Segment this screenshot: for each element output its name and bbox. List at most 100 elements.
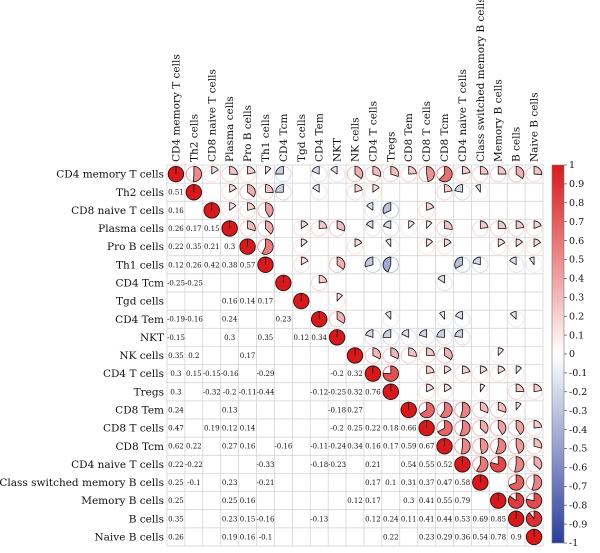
correlation-value: 0.29 xyxy=(437,533,453,541)
column-label: Pro B cells xyxy=(242,105,254,162)
correlation-pie xyxy=(497,165,507,175)
correlation-value: 0.42 xyxy=(204,261,220,269)
correlation-pie xyxy=(300,238,308,248)
correlation-pie xyxy=(390,347,399,360)
correlation-pie xyxy=(479,220,489,229)
correlation-value: 0.22 xyxy=(186,443,202,451)
correlation-value: -0.25 xyxy=(167,279,185,287)
correlation-value: -0.16 xyxy=(221,370,239,378)
correlation-pie xyxy=(229,165,238,175)
correlation-pie xyxy=(426,347,435,356)
correlation-pie xyxy=(461,438,471,455)
colorbar-scale xyxy=(551,164,565,544)
correlation-value: 0.35 xyxy=(258,334,274,342)
correlation-value: 0.35 xyxy=(186,243,202,251)
row-label: Class switched memory B cells xyxy=(0,477,164,489)
correlation-pie xyxy=(336,292,343,302)
correlation-value: 0.17 xyxy=(383,443,399,451)
correlation-pie xyxy=(437,274,445,284)
correlation-pie xyxy=(479,401,489,414)
correlation-value: 0.55 xyxy=(419,461,435,469)
row-label: Th1 cells xyxy=(116,259,164,271)
colorbar-tick-label: -0.5 xyxy=(569,444,587,455)
correlation-pie xyxy=(426,365,435,375)
correlation-pie xyxy=(444,347,453,361)
correlation-pie xyxy=(444,238,452,248)
correlation-pie xyxy=(275,184,284,193)
correlation-value: 0.23 xyxy=(419,533,435,541)
colorbar-tick-label: -0.4 xyxy=(569,425,587,436)
correlation-value: -0.24 xyxy=(328,443,346,451)
column-label: CD4 Tem xyxy=(314,113,326,162)
correlation-pie xyxy=(336,311,346,324)
correlation-value: -0.18 xyxy=(328,406,346,414)
colorbar-tick-label: 1 xyxy=(569,160,575,171)
correlation-value: -0.44 xyxy=(256,388,274,396)
correlation-pie xyxy=(444,383,452,393)
correlation-value: 0.3 xyxy=(403,497,414,505)
correlation-pie xyxy=(454,184,463,193)
correlation-pie xyxy=(497,347,504,356)
correlation-pie xyxy=(479,419,489,434)
correlation-pie xyxy=(479,365,488,375)
correlation-value: -0.18 xyxy=(310,461,328,469)
colorbar-tick-label: 0.7 xyxy=(569,217,584,228)
correlation-value: -0.23 xyxy=(328,461,346,469)
correlation-pie xyxy=(515,438,525,454)
correlation-value: 0.22 xyxy=(383,533,399,541)
correlation-pie xyxy=(533,419,543,429)
correlation-pie xyxy=(533,238,541,248)
correlation-value: 0.51 xyxy=(168,189,184,197)
correlation-value: 0.24 xyxy=(383,515,399,523)
column-label: Th2 cells xyxy=(188,114,200,162)
correlation-value: 0.34 xyxy=(311,334,327,342)
matrix-cells: 0.510.160.26 0.17 0.150.22 0.35 0.21 0.30.12 0… xyxy=(167,165,543,546)
correlation-pie xyxy=(525,510,543,527)
correlation-pie xyxy=(438,165,453,183)
correlation-value: 0.23 xyxy=(222,479,238,487)
correlation-value: 0.15 xyxy=(186,370,202,378)
correlation-value: -0.13 xyxy=(310,515,328,523)
correlation-pie xyxy=(247,202,256,211)
correlation-pie xyxy=(330,165,338,175)
correlation-pie xyxy=(419,401,435,418)
correlation-pie xyxy=(533,456,543,470)
correlation-value: 0.41 xyxy=(419,497,435,505)
correlation-value: 0.58 xyxy=(455,479,471,487)
row-label: Pro B cells xyxy=(107,241,164,253)
correlation-value: -0.11 xyxy=(239,388,257,396)
row-label: CD4 T cells xyxy=(103,368,164,380)
correlation-pie xyxy=(261,238,274,255)
correlation-pie xyxy=(354,165,364,179)
correlation-pie xyxy=(366,220,374,229)
correlation-pie xyxy=(318,274,328,284)
correlation-value: 0.14 xyxy=(240,298,256,306)
correlation-value: 0.36 xyxy=(455,533,471,541)
correlation-value: 0.54 xyxy=(473,533,489,541)
correlation-pie xyxy=(490,456,507,473)
correlation-value: -0.2 xyxy=(223,388,237,396)
correlation-value: -0.2 xyxy=(330,370,344,378)
correlation-value: 0.16 xyxy=(240,497,256,505)
correlation-value: 0.3 xyxy=(170,388,181,396)
correlation-value: 0.44 xyxy=(437,515,453,523)
correlation-value: 0.15 xyxy=(240,515,256,523)
matrix-grid xyxy=(166,164,544,547)
row-label: CD4 Tem xyxy=(115,314,164,326)
correlation-pie xyxy=(382,202,392,215)
correlation-pie xyxy=(514,456,525,473)
correlation-pie xyxy=(426,165,435,183)
correlation-value: -0.21 xyxy=(256,479,274,487)
correlation-value: -0.33 xyxy=(256,461,274,469)
correlation-value: 0.55 xyxy=(437,497,453,505)
correlation-pie xyxy=(495,438,507,455)
correlation-value: -0.15 xyxy=(203,370,221,378)
correlation-value: 0.54 xyxy=(401,461,417,469)
correlation-value: 0.35 xyxy=(168,515,184,523)
correlation-value: 0.11 xyxy=(401,515,417,523)
correlation-pie xyxy=(382,365,399,382)
row-label: Tregs xyxy=(134,386,164,398)
correlation-pie xyxy=(300,256,309,266)
correlation-value: -0.15 xyxy=(167,334,185,342)
